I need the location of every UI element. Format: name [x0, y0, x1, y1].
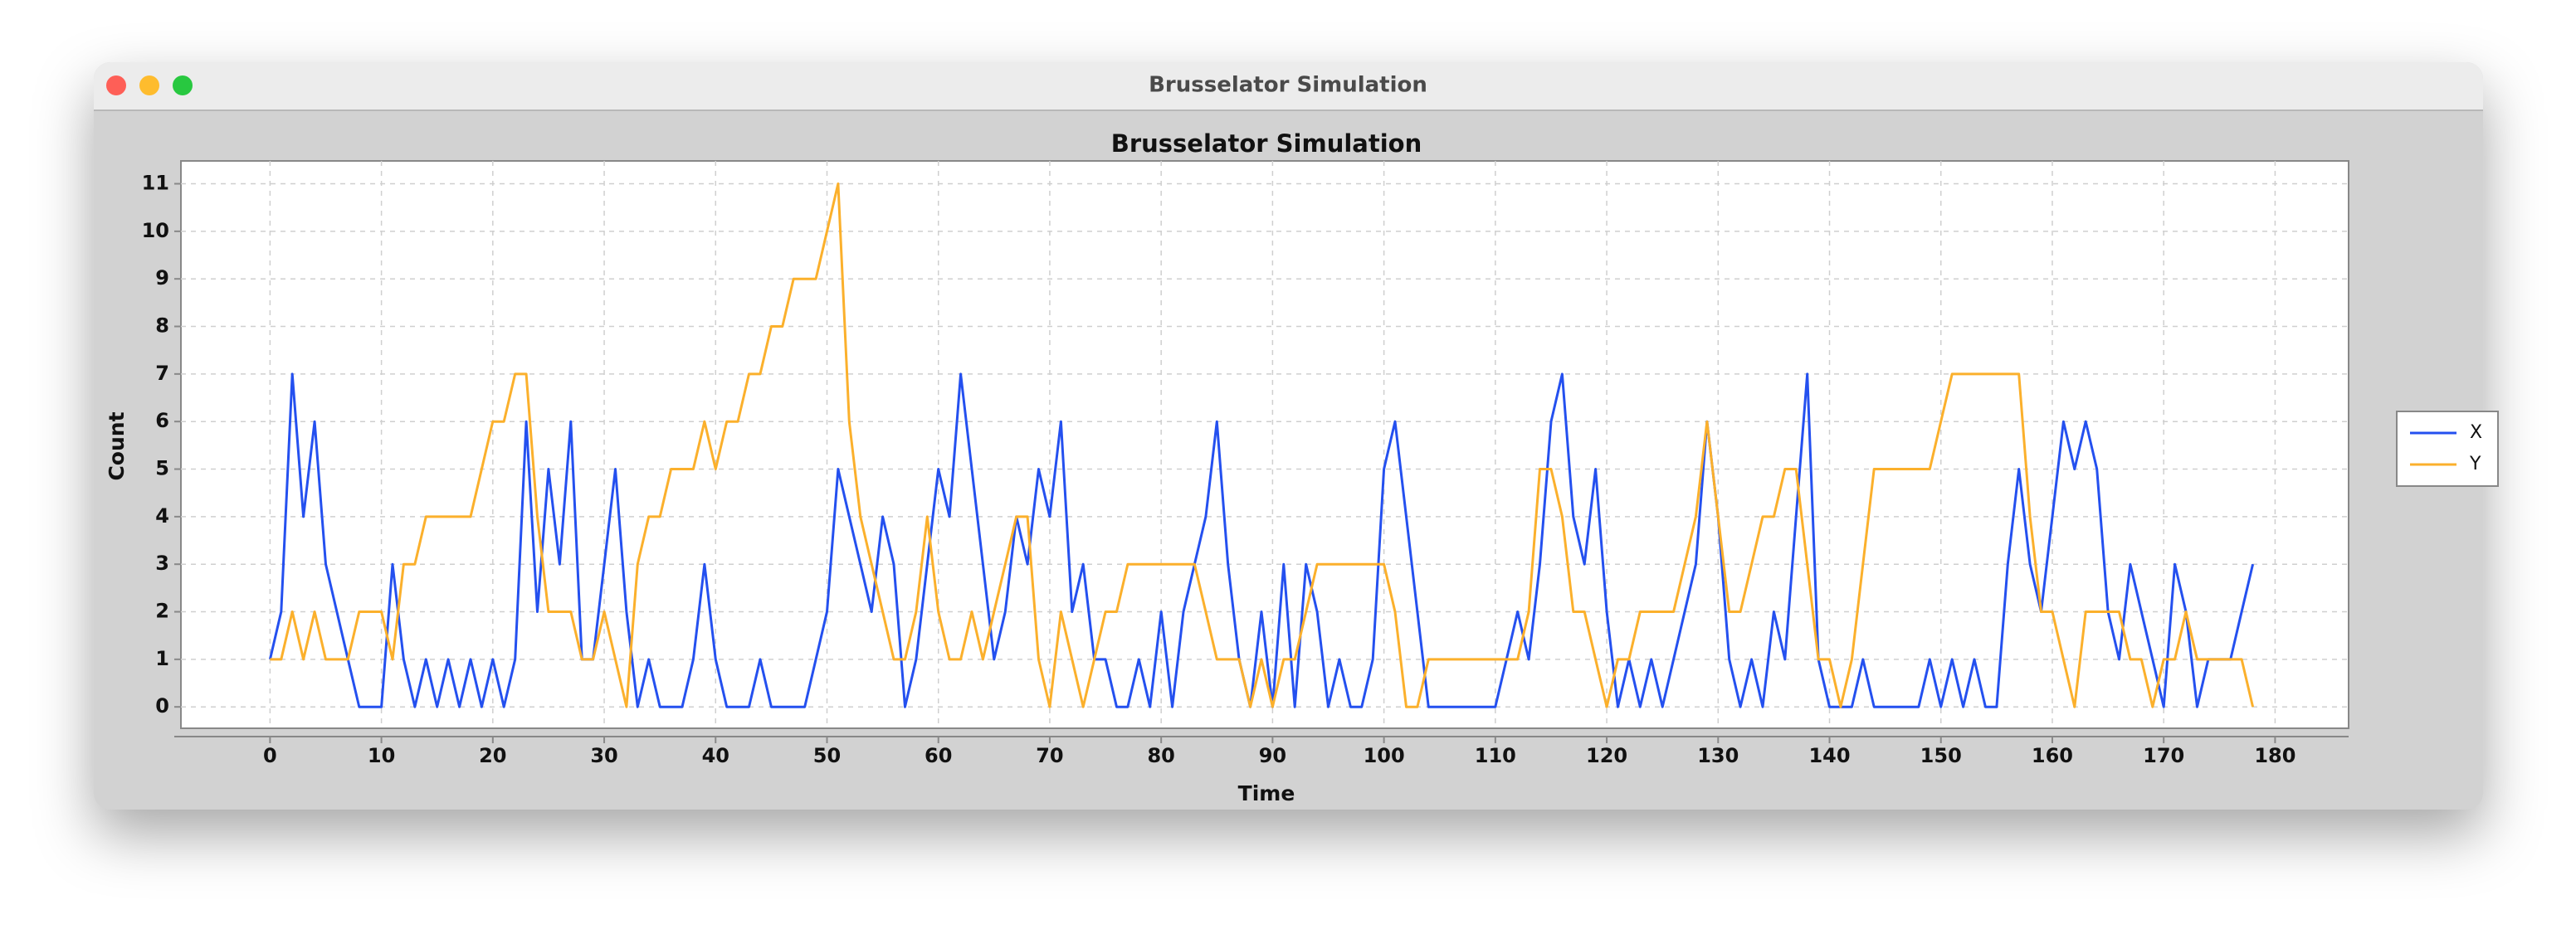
- x-tick-label: 170: [2143, 744, 2184, 767]
- x-tick-label: 0: [263, 744, 277, 767]
- y-tick-label: 10: [142, 219, 169, 242]
- y-tick-label: 4: [155, 504, 169, 528]
- x-tick-label: 140: [1808, 744, 1850, 767]
- legend: [2396, 411, 2499, 487]
- title-bar: [94, 62, 2483, 110]
- window-title: Brusselator Simulation: [1149, 73, 1427, 98]
- legend-label: X: [2470, 422, 2482, 443]
- y-tick-label: 2: [155, 600, 169, 623]
- x-tick-label: 80: [1147, 744, 1174, 767]
- x-tick-label: 100: [1364, 744, 1405, 767]
- x-tick-label: 60: [925, 744, 952, 767]
- y-tick-label: 7: [155, 362, 169, 385]
- x-tick-label: 120: [1586, 744, 1627, 767]
- y-tick-label: 9: [155, 266, 169, 289]
- x-tick-label: 110: [1475, 744, 1516, 767]
- y-tick-label: 1: [155, 647, 169, 670]
- series-line: [270, 182, 2255, 708]
- x-tick-label: 150: [1920, 744, 1962, 767]
- y-tick-label: 6: [155, 409, 169, 432]
- y-axis-label: Count: [105, 411, 129, 480]
- x-tick-label: 20: [479, 744, 506, 767]
- y-tick-label: 3: [155, 552, 169, 575]
- x-tick-label: 130: [1697, 744, 1739, 767]
- chart-title: Brusselator Simulation: [1111, 129, 1422, 158]
- y-tick-label: 8: [155, 314, 169, 338]
- x-tick-label: 180: [2254, 744, 2295, 767]
- minimize-button[interactable]: [139, 75, 159, 95]
- close-button[interactable]: [106, 75, 126, 95]
- x-tick-label: 30: [590, 744, 617, 767]
- y-tick-label: 0: [155, 694, 169, 718]
- zoom-button[interactable]: [173, 75, 193, 95]
- x-tick-label: 40: [702, 744, 729, 767]
- x-tick-label: 10: [368, 744, 395, 767]
- x-tick-label: 70: [1036, 744, 1063, 767]
- x-tick-label: 50: [813, 744, 841, 767]
- x-axis-label: Time: [1238, 781, 1295, 805]
- x-tick-label: 90: [1259, 744, 1286, 767]
- y-tick-label: 5: [155, 457, 169, 480]
- y-tick-label: 11: [142, 172, 169, 195]
- legend-label: Y: [2469, 454, 2481, 474]
- series-line: [268, 372, 2255, 708]
- x-tick-label: 160: [2032, 744, 2073, 767]
